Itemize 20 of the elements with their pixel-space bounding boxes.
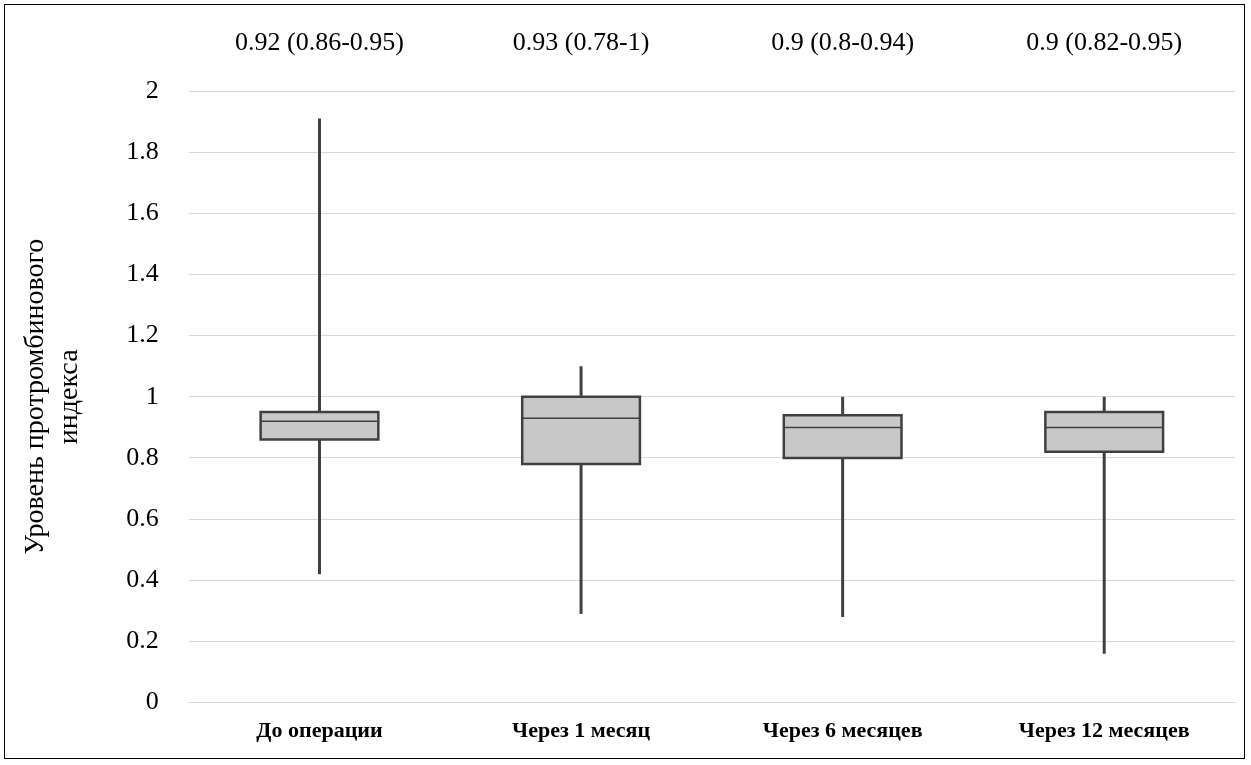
y-axis-title: Уровень протромбинового индекса bbox=[18, 238, 83, 555]
y-tick-label: 1.2 bbox=[126, 319, 159, 349]
y-tick-label: 0.8 bbox=[126, 441, 159, 471]
y-tick-label: 0 bbox=[145, 686, 159, 716]
x-tick-label: До операции bbox=[256, 717, 383, 743]
x-tick-label: Через 1 месяц bbox=[512, 717, 651, 743]
y-tick-label: 1.4 bbox=[126, 258, 159, 288]
y-tick-label: 1 bbox=[145, 380, 159, 410]
y-tick-label: 1.6 bbox=[126, 197, 159, 227]
y-tick-label: 0.2 bbox=[126, 625, 159, 655]
x-tick-label: Через 12 месяцев bbox=[1018, 717, 1190, 743]
text: 0.9 (0.82-0.95) bbox=[1026, 26, 1183, 56]
x-tick-label: Через 6 месяцев bbox=[762, 717, 923, 743]
y-tick-label: 2 bbox=[145, 74, 159, 104]
y-tick-label: 0.4 bbox=[126, 564, 159, 594]
y-tick-label: 1.8 bbox=[126, 135, 159, 165]
text: 0.9 (0.8-0.94) bbox=[771, 26, 915, 56]
text: 0.92 (0.86-0.95) bbox=[235, 26, 404, 56]
text: 0.93 (0.78-1) bbox=[512, 26, 650, 56]
y-tick-label: 0.6 bbox=[126, 502, 159, 532]
